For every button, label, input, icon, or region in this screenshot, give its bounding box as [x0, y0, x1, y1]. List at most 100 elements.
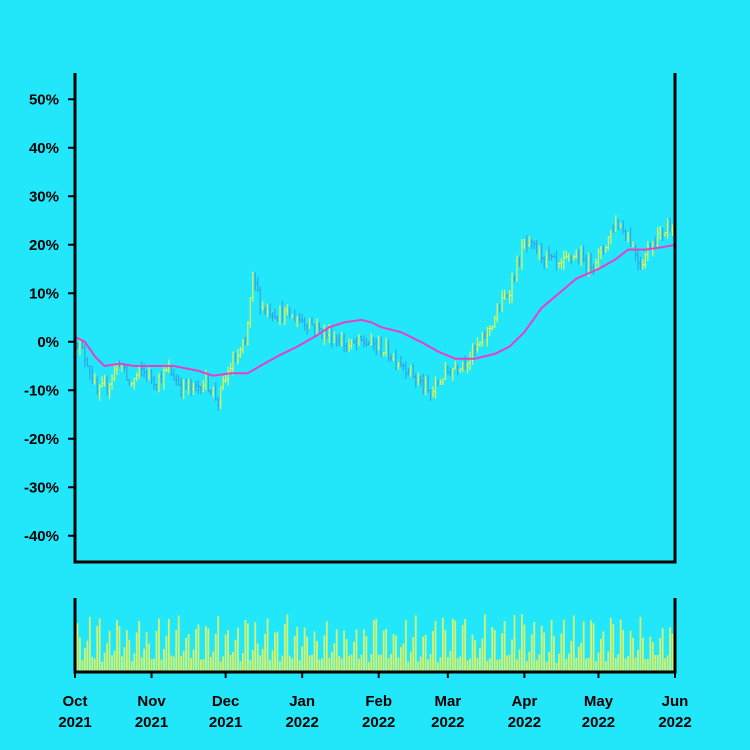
volume-bar: [79, 637, 81, 671]
volume-bar: [323, 635, 326, 671]
volume-bars: [74, 614, 674, 671]
volume-bar: [614, 658, 617, 671]
volume-bar: [471, 634, 474, 671]
x-tick-year: 2022: [582, 714, 615, 731]
y-tick-label: -20%: [24, 431, 59, 448]
volume-bar: [311, 654, 313, 671]
volume-bar: [622, 629, 625, 671]
volume-bar: [103, 652, 106, 671]
volume-bar: [481, 638, 484, 671]
volume-bar: [355, 629, 358, 671]
volume-bar: [604, 661, 607, 671]
volume-bar: [362, 629, 365, 671]
y-tick-label: -10%: [24, 382, 59, 399]
volume-bar: [439, 657, 442, 671]
volume-bar: [521, 614, 523, 671]
volume-bar: [474, 640, 476, 671]
volume-bar: [461, 624, 464, 671]
volume-bar: [111, 655, 113, 671]
volume-bar: [543, 632, 546, 671]
volume-bar: [353, 641, 355, 671]
volume-bar: [523, 624, 526, 671]
volume-bar: [580, 642, 583, 671]
volume-bar: [535, 659, 538, 671]
volume-bar: [91, 656, 94, 671]
volume-bar: [429, 653, 432, 671]
volume-bar: [434, 621, 437, 671]
volume-bar: [276, 631, 279, 671]
volume-bar: [602, 631, 605, 671]
volume-bar: [313, 631, 316, 671]
volume-bar: [451, 618, 454, 671]
y-tick-label: 20%: [29, 237, 59, 254]
volume-bar: [158, 618, 160, 671]
volume-bar: [358, 658, 360, 671]
volume-bar: [385, 628, 388, 671]
volume-bar: [565, 659, 568, 671]
volume-bar: [185, 638, 188, 671]
volume-bar: [607, 651, 610, 671]
volume-bar: [644, 659, 647, 671]
volume-bar: [367, 662, 370, 671]
volume-bar: [291, 658, 294, 671]
volume-bar: [577, 646, 580, 671]
volume-bar: [219, 661, 222, 671]
x-tick-month: Oct: [62, 693, 87, 710]
volume-bar: [582, 621, 585, 671]
volume-bar: [96, 626, 99, 671]
volume-bar: [321, 658, 323, 671]
volume-bar: [646, 658, 649, 671]
volume-bar: [525, 661, 528, 671]
volume-bar: [227, 629, 229, 671]
y-tick-label: 0%: [37, 334, 59, 351]
volume-bar: [506, 655, 508, 671]
ohlc-bars: [73, 215, 674, 411]
volume-bar: [407, 661, 410, 671]
volume-bar: [639, 616, 642, 671]
volume-bar: [503, 621, 506, 671]
volume-bar: [316, 641, 318, 671]
volume-bar: [483, 614, 486, 671]
volume-bar: [259, 655, 262, 671]
volume-bar: [76, 623, 79, 671]
volume-bar: [402, 643, 405, 671]
y-axis-ticks: 50% 40% 30% 20% 10% 0% -10% -20% -30% -40%: [24, 91, 75, 545]
volume-bar: [249, 660, 252, 671]
volume-bar: [308, 655, 311, 671]
volume-bar: [656, 654, 659, 671]
volume-bar: [669, 627, 671, 671]
volume-bar: [600, 638, 602, 671]
volume-bar: [318, 659, 321, 671]
x-tick-month: Mar: [434, 693, 461, 710]
volume-bar: [246, 623, 249, 671]
volume-bar: [155, 630, 158, 671]
volume-bar: [293, 636, 296, 671]
volume-bar: [575, 657, 578, 671]
volume-bar: [281, 655, 284, 671]
volume-bar: [417, 661, 420, 671]
volume-bar: [140, 657, 143, 671]
volume-bar: [239, 661, 242, 671]
volume-bar: [469, 658, 471, 671]
volume-bar: [419, 656, 422, 671]
volume-bar: [427, 659, 429, 671]
x-tick-year: 2022: [362, 714, 395, 731]
volume-bar: [496, 659, 499, 671]
volume-bar: [242, 653, 244, 671]
volume-bar: [301, 646, 304, 671]
volume-bar: [283, 624, 286, 671]
volume-bar: [207, 628, 210, 671]
volume-bar: [298, 660, 301, 671]
volume-bar: [108, 630, 111, 671]
volume-bar: [488, 658, 491, 671]
y-tick-label: -30%: [24, 479, 59, 496]
volume-bar: [558, 653, 560, 671]
volume-bar: [143, 648, 146, 671]
volume-bar: [432, 630, 434, 671]
volume-bar: [325, 621, 328, 671]
volume-bar: [365, 636, 368, 671]
axes: [73, 73, 677, 674]
volume-bar: [449, 651, 452, 671]
